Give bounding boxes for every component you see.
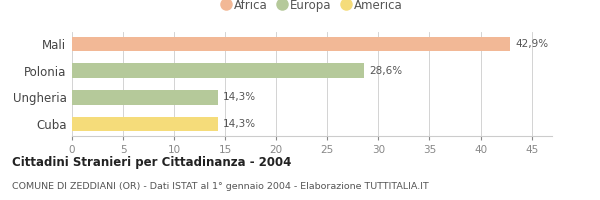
Legend: Africa, Europa, America: Africa, Europa, America <box>217 0 407 17</box>
Bar <box>72 63 364 78</box>
Text: 14,3%: 14,3% <box>223 92 256 102</box>
Bar <box>72 117 218 131</box>
Text: Cittadini Stranieri per Cittadinanza - 2004: Cittadini Stranieri per Cittadinanza - 2… <box>12 156 292 169</box>
Bar <box>72 37 510 51</box>
Text: 14,3%: 14,3% <box>223 119 256 129</box>
Text: 28,6%: 28,6% <box>369 66 403 76</box>
Text: COMUNE DI ZEDDIANI (OR) - Dati ISTAT al 1° gennaio 2004 - Elaborazione TUTTITALI: COMUNE DI ZEDDIANI (OR) - Dati ISTAT al … <box>12 182 429 191</box>
Bar <box>72 90 218 105</box>
Text: 42,9%: 42,9% <box>515 39 548 49</box>
